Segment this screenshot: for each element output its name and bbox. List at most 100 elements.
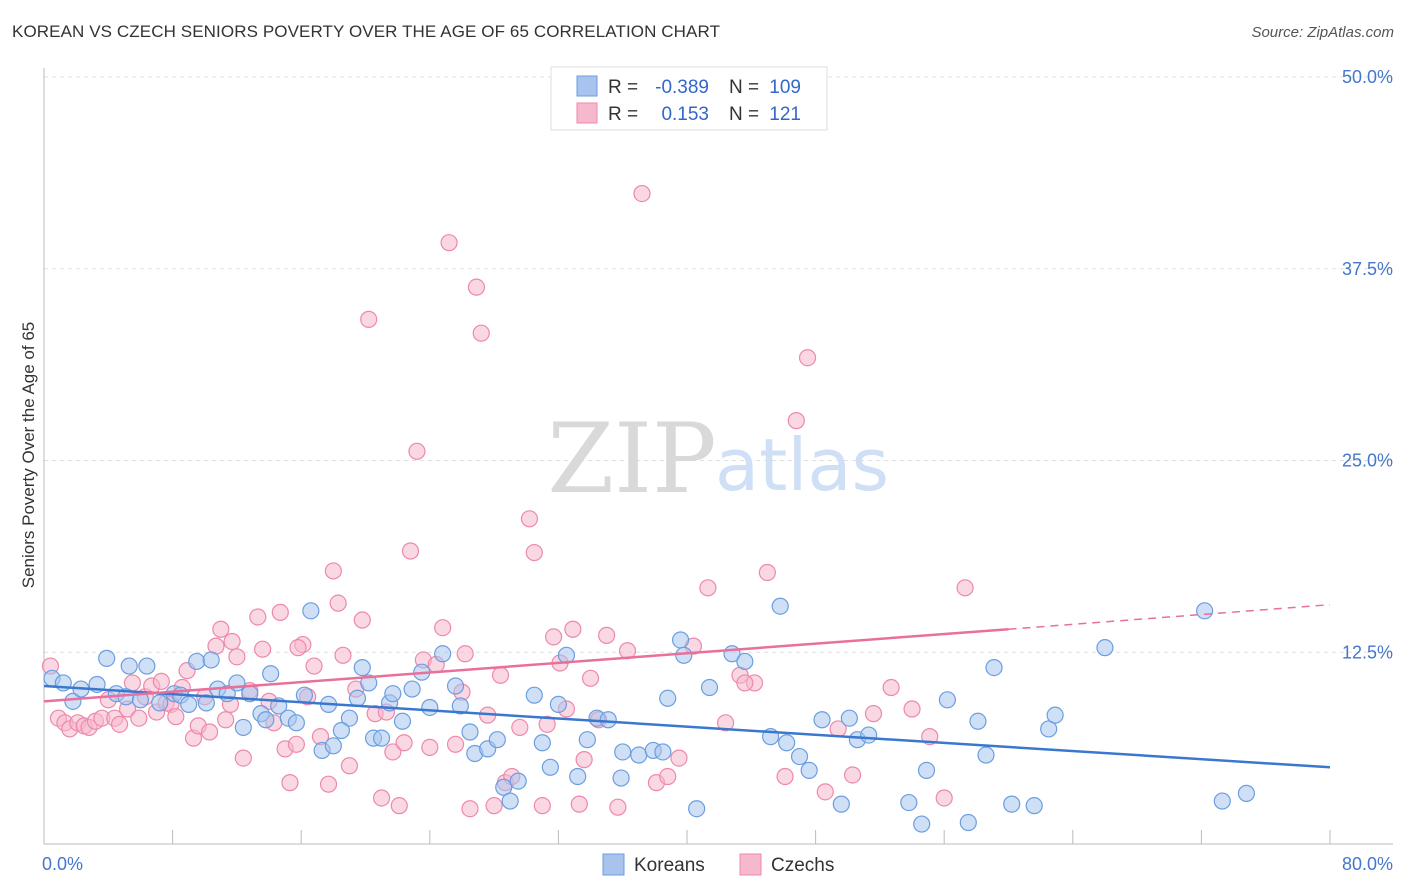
czech-point [525,543,543,562]
korean-point [64,692,82,710]
korean-point [188,652,206,671]
czech-point [816,783,834,801]
korean-point [1196,602,1214,620]
legend-r-label-koreans: R = [608,77,638,98]
czech-point [305,657,323,675]
czech-point [570,795,588,813]
czech-point [130,709,148,727]
czech-point [401,542,420,560]
korean-point [488,731,506,749]
korean-point [434,645,452,663]
korean-trend-line [43,684,1331,769]
korean-point [262,665,280,683]
korean-point [578,731,596,749]
x-tick-max: 80.0% [1342,854,1393,874]
korean-point [630,746,648,764]
korean-point [533,734,551,752]
korean-point [790,747,809,766]
tick-labels: 12.5% 25.0% 37.5% 50.0% [1342,67,1393,662]
czech-point [467,278,486,296]
korean-point [688,800,706,818]
czech-point [864,705,883,723]
czech-point [360,310,378,328]
czech-point [491,666,510,684]
korean-point [1040,720,1058,738]
korean-point [671,631,690,649]
czech-point [935,789,953,807]
czech-point [228,648,246,666]
czech-point [353,611,371,629]
czech-point [670,749,688,767]
korean-points [43,597,1256,833]
watermark: ZIP atlas [547,403,889,515]
korean-point [1213,792,1231,810]
korean-point [509,772,527,790]
korean-point [700,678,719,697]
czech-point [472,324,490,342]
korean-point [917,761,936,779]
korean-point [495,778,513,796]
czech-trend-line [43,627,1009,703]
korean-point [138,657,156,675]
korean-point [234,718,252,737]
czech-point [319,775,338,793]
korean-point [151,694,169,712]
czech-point [324,562,342,580]
czech-point [633,184,651,203]
czech-point [434,619,452,637]
y-axis-title: Seniors Poverty Over the Age of 65 [19,322,38,588]
czech-point [882,678,900,697]
czech-point [787,412,805,430]
korean-point [959,813,977,832]
chart-title: KOREAN VS CZECH SENIORS POVERTY OVER THE… [12,22,721,41]
korean-point [1237,784,1256,802]
korean-point [340,709,359,727]
czech-point [152,672,170,690]
czech-point [234,749,252,767]
czech-point [609,798,627,816]
czech-point [520,510,539,528]
x-tick-min: 0.0% [42,854,83,874]
korean-point [120,657,138,675]
legend-n-value-czechs: 121 [769,104,801,125]
czech-point [485,797,503,815]
korean-point [599,711,617,729]
czech-point [395,734,413,752]
korean-point [913,815,931,833]
legend-swatch-koreans [576,75,598,97]
czech-point [544,628,563,646]
czech-point [758,563,776,582]
czech-point [538,715,556,733]
korean-point [302,602,320,620]
czech-point [461,800,479,818]
korean-point [549,695,568,714]
korean-point [98,649,116,667]
korean-point [654,743,672,761]
korean-point [900,793,918,812]
korean-point [202,651,220,669]
watermark-zip: ZIP [547,403,716,515]
legend-swatch-czechs [576,102,598,124]
korean-point [969,712,987,730]
czech-point [223,632,241,651]
czech-point [421,738,439,756]
czech-point [334,646,352,664]
korean-point [1046,706,1064,724]
korean-point [372,729,391,747]
czech-point [340,757,359,775]
czech-point [217,711,235,729]
grid-lines [44,76,1393,653]
czech-point [533,797,551,815]
czech-point [287,735,305,753]
korean-point [257,711,275,729]
bottom-legend-label-czechs: Czechs [771,855,834,876]
korean-point [324,737,342,755]
korean-point [446,677,465,695]
y-tick-label: 37.5% [1342,259,1393,279]
korean-point [840,709,858,727]
czech-point [776,767,794,786]
korean-point [501,792,519,810]
czech-point [271,603,289,621]
czech-point [736,674,754,692]
